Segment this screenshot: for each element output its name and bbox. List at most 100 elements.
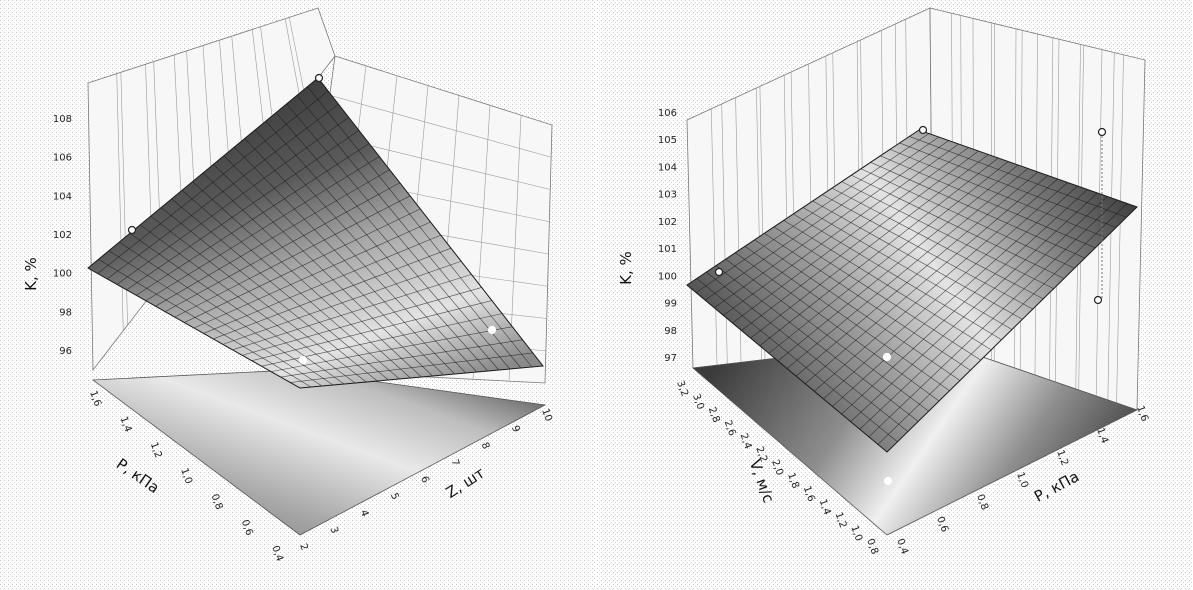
tick-label: 5 (388, 492, 401, 502)
tick-label: 0,8 (974, 493, 990, 512)
tick-label: 0,6 (934, 515, 950, 534)
data-point (298, 355, 308, 365)
mesh-line (877, 203, 1128, 445)
mesh-line (193, 221, 431, 329)
mesh-line (107, 103, 339, 280)
tick-label: 100 (658, 271, 677, 282)
mesh-line (242, 287, 482, 356)
z-tick-labels: 97 98 99 100 101 102 103 104 105 106 (658, 108, 677, 364)
z-axis-label: K, % (617, 251, 635, 285)
mesh-line (290, 352, 533, 383)
mesh-line (155, 169, 390, 307)
mesh-line (145, 156, 380, 301)
tick-label: 106 (53, 153, 72, 164)
tick-label: 1,0 (1014, 471, 1030, 490)
mesh-line (741, 150, 979, 331)
tick-label: 1,6 (801, 485, 817, 504)
mesh-line (714, 140, 949, 309)
tick-label: 98 (664, 326, 677, 337)
tick-label: 9 (509, 424, 522, 434)
mesh-line (768, 161, 1009, 354)
tick-label: 7 (448, 458, 461, 468)
data-point (127, 225, 137, 235)
mesh-line (136, 143, 370, 296)
tick-label: 1,8 (785, 471, 801, 490)
mesh-line (868, 199, 1118, 438)
mesh-line (886, 206, 1138, 453)
mesh-line (184, 208, 421, 323)
mesh-line (859, 196, 1108, 430)
mesh-line (804, 175, 1049, 384)
mesh-line (222, 260, 462, 345)
data-point (1097, 127, 1107, 137)
mesh-line (203, 234, 441, 334)
mesh-line (841, 189, 1088, 415)
mesh-line (271, 326, 513, 372)
mesh-line (299, 365, 544, 389)
mesh-line (97, 90, 329, 274)
surface-mesh (87, 77, 544, 389)
tick-label: 3,2 (674, 379, 690, 398)
mesh-line (164, 182, 400, 312)
mesh-line (823, 182, 1068, 400)
mesh-line (850, 192, 1098, 422)
tick-label: 99 (664, 299, 677, 310)
wall-gridline (721, 103, 728, 365)
tick-label: 1,4 (118, 415, 134, 434)
tick-label: 97 (664, 353, 677, 364)
tick-label: 98 (59, 307, 72, 318)
mesh-line (832, 185, 1078, 407)
tick-label: 106 (658, 108, 677, 119)
data-point (314, 73, 324, 83)
wall-gridline (284, 18, 301, 101)
data-point (1093, 295, 1103, 305)
contour-floor (91, 369, 547, 536)
tick-label: 1,2 (1054, 449, 1070, 468)
tick-label: 100 (53, 269, 72, 280)
x-tick-labels: 0,4 0,6 0,8 1,0 1,2 1,4 1,6 (894, 404, 1150, 556)
mesh-line (695, 133, 930, 293)
tick-label: 108 (53, 114, 72, 125)
mesh-line (232, 274, 472, 351)
tick-label: 1,6 (87, 389, 103, 408)
data-point (918, 125, 928, 135)
tick-label: 103 (658, 190, 677, 201)
tick-label: 1,0 (848, 524, 864, 543)
tick-label: 102 (53, 230, 72, 241)
mesh-line (814, 178, 1058, 392)
data-point (487, 325, 497, 335)
wall-gridline (1116, 54, 1124, 404)
surface-chart-right: 97 98 99 100 101 102 103 104 105 106 3,2 3,0 2,8 2,6… (597, 0, 1193, 590)
tick-label: 0,4 (269, 544, 285, 563)
tick-label: 8 (479, 441, 492, 451)
tick-label: 2 (297, 542, 310, 552)
z-axis-label: K, % (22, 257, 40, 291)
y-tick-labels: 2 3 4 5 6 7 8 9 10 (297, 407, 554, 552)
tick-label: 1,6 (1134, 404, 1150, 423)
surface-mesh (686, 129, 1138, 453)
tick-label: 0,8 (864, 537, 880, 556)
tick-label: 4 (358, 509, 371, 519)
tick-label: 1,4 (817, 498, 833, 517)
surface-chart-left: 96 98 100 102 104 106 108 1,6 1,4 1,2 1,0 0,8 0,6 0,… (0, 0, 596, 590)
tick-label: 104 (53, 191, 72, 202)
tick-label: 1,2 (833, 511, 849, 530)
tick-label: 0,8 (209, 493, 225, 512)
tick-label: 102 (658, 217, 677, 228)
data-points (714, 125, 1107, 486)
mesh-line (116, 117, 349, 285)
mesh-line (174, 195, 411, 318)
data-point (714, 267, 724, 277)
mesh-line (280, 339, 523, 378)
mesh-line (777, 164, 1019, 362)
wall-gridline (711, 108, 718, 366)
mesh-line (251, 300, 492, 362)
mesh-line (686, 129, 920, 286)
mesh-line (705, 136, 939, 301)
tick-label: 1,2 (148, 441, 164, 460)
mesh-line (732, 147, 969, 324)
z-tick-labels: 96 98 100 102 104 106 108 (53, 114, 72, 357)
surface-plot-k-vs-p-v: 97 98 99 100 101 102 103 104 105 106 3,23,02,82,6… (597, 0, 1193, 590)
tick-label: 2,6 (722, 419, 738, 438)
